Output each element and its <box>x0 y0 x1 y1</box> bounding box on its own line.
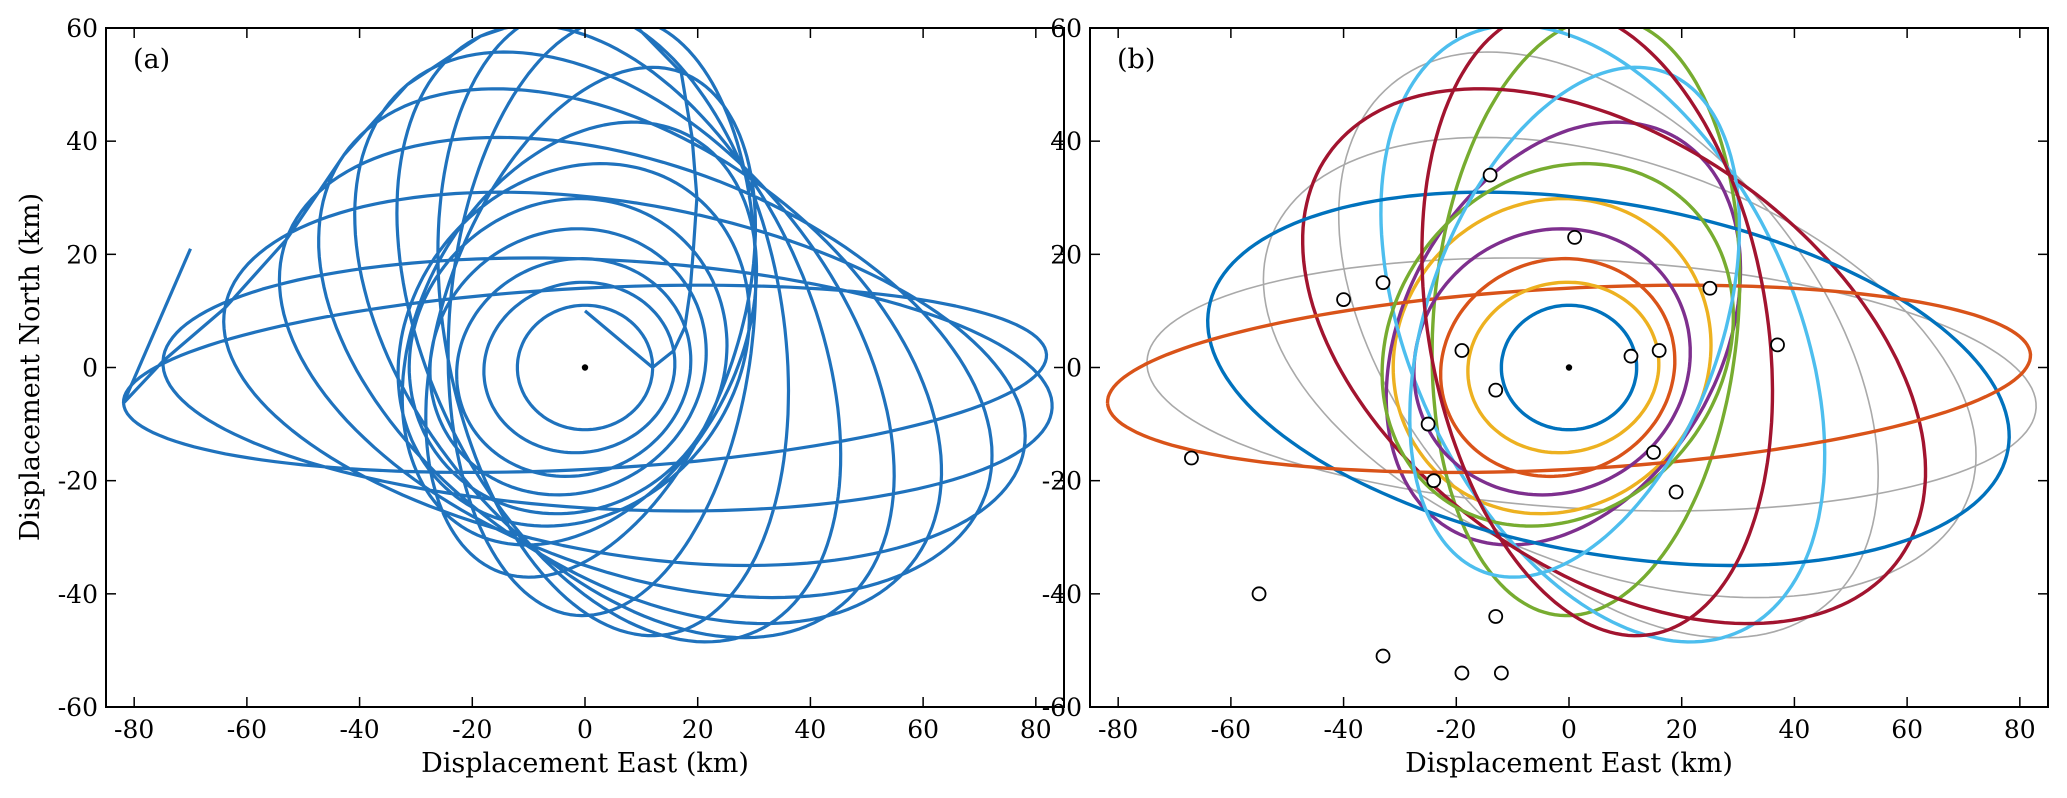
marker-point <box>1646 444 1661 460</box>
series-line <box>1499 303 1639 432</box>
marker-point <box>1770 337 1785 353</box>
panel-b-xtick-label: 20 <box>1666 715 1698 744</box>
panel-a-curves <box>121 28 1054 644</box>
panel-a-ticks: -80 -60 -40 -20 0 20 40 60 80 -60 -40 -20 0 20 40 60 <box>58 14 1064 744</box>
panel-a-ytick-label: -20 <box>58 467 98 496</box>
panel-a-xtick-label: -80 <box>114 715 154 744</box>
marker-point <box>1454 665 1470 681</box>
panel-b-curves <box>1105 28 2033 644</box>
marker-point <box>1251 586 1267 602</box>
panel-b-ytick-label: 20 <box>1050 240 1082 269</box>
panel-b: -80 -60 -40 -20 0 20 40 60 80 -60 -40 -20 0 20 40 60 (b… <box>1042 14 2049 779</box>
marker-point <box>1488 609 1504 624</box>
marker-point <box>1567 229 1583 245</box>
panel-a-origin-layer <box>581 364 589 371</box>
panel-b-ytick-label: 60 <box>1050 14 1082 43</box>
panel-a-ytick-label: 60 <box>66 14 98 43</box>
panel-b-ytick-label: -40 <box>1042 580 1082 609</box>
panel-b-xtick-label: -20 <box>1436 715 1476 744</box>
panel-a-ylabel: Displacement North (km) <box>15 193 46 541</box>
series-line <box>1420 28 1775 638</box>
panel-a-xtick-label: -20 <box>452 715 492 744</box>
panel-b-xlabel: Displacement East (km) <box>1405 748 1733 779</box>
marker-point <box>1623 348 1639 364</box>
origin-point <box>1565 364 1573 371</box>
series-line <box>1439 256 1677 479</box>
marker-point <box>1493 665 1509 681</box>
panel-b-xtick-label: 80 <box>2004 715 2036 744</box>
marker-point <box>1336 292 1351 308</box>
panel-b-ytick-label: -20 <box>1042 467 1082 496</box>
series-line <box>1466 280 1661 455</box>
series-line <box>1105 283 2033 475</box>
origin-point <box>581 364 589 371</box>
series-line <box>1301 87 1928 626</box>
panel-b-label: (b) <box>1117 44 1155 75</box>
panel-a-ytick-label: -60 <box>58 693 98 722</box>
panel-a-label: (a) <box>133 44 170 75</box>
background-orbit <box>1337 51 1880 639</box>
marker-point <box>1454 343 1470 358</box>
marker-point <box>1702 280 1718 296</box>
panel-b-ytick-label: 0 <box>1066 354 1082 383</box>
marker-point <box>1420 416 1436 432</box>
panel-a-xtick-label: 60 <box>907 715 939 744</box>
series-line <box>1412 227 1692 497</box>
marker-point <box>1375 275 1391 291</box>
panel-b-xtick-label: -80 <box>1098 715 1138 744</box>
panel-b-xtick-label: -60 <box>1211 715 1251 744</box>
panel-a-ytick-label: 0 <box>82 354 98 383</box>
panel-b-xtick-label: 60 <box>1891 715 1923 744</box>
marker-point <box>1651 343 1667 358</box>
marker-point <box>1184 450 1199 466</box>
panel-b-xtick-label: 0 <box>1561 715 1577 744</box>
panel-a-xtick-label: 0 <box>577 715 593 744</box>
marker-point <box>1375 648 1391 664</box>
background-orbit <box>1408 66 1741 579</box>
marker-point <box>1488 382 1504 398</box>
series-line <box>121 28 1054 644</box>
panel-a-xtick-label: -60 <box>227 715 267 744</box>
marker-point <box>1668 484 1684 500</box>
marker-point <box>1482 167 1498 183</box>
panel-a-ytick-label: -40 <box>58 580 98 609</box>
panel-a-ytick-label: 40 <box>66 127 98 156</box>
panel-a-ytick-label: 20 <box>66 240 98 269</box>
panel-b-ytick-label: -60 <box>1042 693 1082 722</box>
panel-a-xtick-label: 80 <box>1020 715 1052 744</box>
panel-b-ticks: -80 -60 -40 -20 0 20 40 60 80 -60 -40 -20 0 20 40 60 <box>1042 14 2048 744</box>
background-orbit <box>1262 136 1977 599</box>
marker-point <box>1426 473 1442 489</box>
panel-a: -80 -60 -40 -20 0 20 40 60 80 -60 -40 -20 0 20 40 60 (a… <box>15 14 1065 779</box>
series-tail <box>122 248 192 404</box>
series-line <box>1408 65 1742 579</box>
panel-b-markers <box>1184 167 1785 681</box>
panel-b-ytick-label: 40 <box>1050 127 1082 156</box>
series-line <box>1379 28 1827 644</box>
panel-b-xtick-label: 40 <box>1779 715 1811 744</box>
panel-a-xlabel: Displacement East (km) <box>421 748 749 779</box>
series-line <box>1380 161 1735 528</box>
background-orbit <box>1146 257 2037 512</box>
series-line <box>1205 190 2011 568</box>
panel-a-xtick-label: 20 <box>682 715 714 744</box>
panel-a-xtick-label: 40 <box>795 715 827 744</box>
panel-a-xtick-label: -40 <box>339 715 379 744</box>
panel-b-xtick-label: -40 <box>1323 715 1363 744</box>
